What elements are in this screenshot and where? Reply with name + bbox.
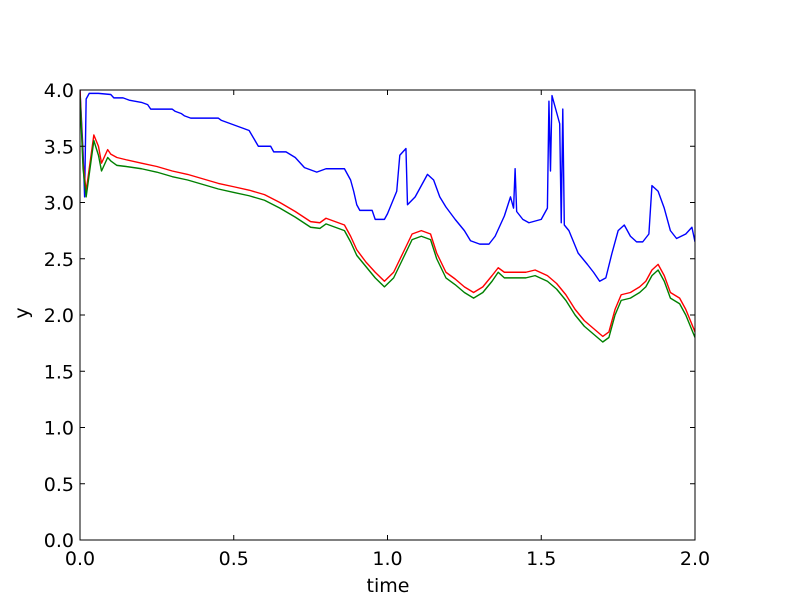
series-line-3 xyxy=(80,95,695,343)
x-tick-label: 1.5 xyxy=(526,548,556,570)
plot-area xyxy=(80,90,695,540)
y-tick-label: 1.5 xyxy=(44,361,74,383)
series-line-1 xyxy=(80,90,695,282)
y-tick-label: 1.0 xyxy=(44,418,74,440)
x-tick-label: 2.0 xyxy=(680,548,710,570)
y-tick-label: 3.5 xyxy=(44,136,74,158)
x-tick-label: 0.5 xyxy=(219,548,249,570)
y-tick-label: 0.0 xyxy=(44,530,74,552)
x-tick-label: 1.0 xyxy=(372,548,402,570)
axes: 0.0 0.5 1.0 1.5 2.0 0.0 0.5 1.0 1.5 2.0 2.5 3.0 3.5 4… xyxy=(44,80,710,570)
x-tick-label: 0.0 xyxy=(65,548,95,570)
y-tick-label: 2.5 xyxy=(44,249,74,271)
series-line-2 xyxy=(80,90,695,338)
y-tick-label: 2.0 xyxy=(44,305,74,327)
y-tick-label: 4.0 xyxy=(44,80,74,102)
x-axis-label: time xyxy=(367,575,410,597)
plot-background xyxy=(80,90,695,540)
y-tick-label: 3.0 xyxy=(44,193,74,215)
y-tick-label: 0.5 xyxy=(44,474,74,496)
y-axis-label: y xyxy=(11,307,33,318)
